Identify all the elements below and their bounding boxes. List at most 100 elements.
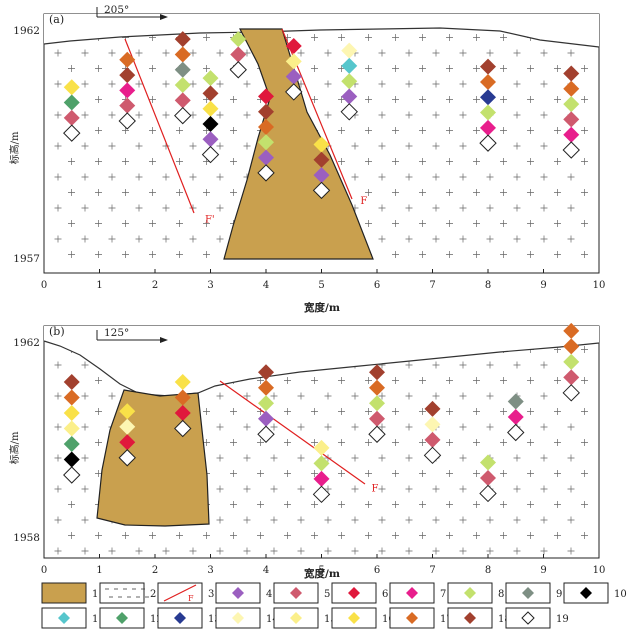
sample-diamond-c7 [563, 126, 580, 143]
rock-cross [338, 532, 345, 539]
rock-cross [54, 516, 62, 524]
legend-diamond [116, 612, 128, 624]
x-tick-label: 8 [485, 280, 491, 291]
rock-cross [203, 34, 210, 41]
rock-cross [392, 408, 399, 415]
rock-cross [243, 485, 251, 493]
legend-item-10: 10 [563, 582, 627, 604]
rock-cross [257, 532, 264, 539]
rock-cross [324, 111, 332, 119]
panel-a-samples [63, 31, 580, 200]
rock-cross [95, 65, 102, 72]
rock-cross [513, 204, 521, 212]
panel-a-fault-left [124, 38, 195, 214]
panel-b-ground-surface [43, 340, 600, 397]
sample-diamond-c5 [63, 109, 80, 126]
rock-cross [527, 189, 534, 196]
legend-item-18: 18 [447, 607, 511, 629]
sample-diamond-c16 [313, 136, 330, 153]
rock-cross [392, 377, 399, 384]
rock-cross [500, 532, 507, 539]
sample-diamond-c16 [174, 374, 191, 390]
rock-cross [270, 454, 278, 462]
rock-cross [540, 173, 548, 181]
sample-diamond-c17 [119, 51, 136, 68]
rock-cross [392, 189, 399, 196]
sample-diamond-c18 [119, 67, 136, 84]
rock-cross [365, 189, 372, 196]
rock-cross [297, 423, 305, 431]
legend-number: 5 [324, 589, 330, 600]
rock-cross [54, 235, 62, 243]
rock-cross [311, 96, 318, 103]
rock-cross [338, 96, 345, 103]
rock-cross [81, 204, 89, 212]
sample-diamond-c16 [119, 403, 136, 420]
sample-diamond-c4 [258, 410, 274, 427]
legend-diamond [174, 612, 186, 624]
rock-cross [486, 547, 494, 555]
rock-cross [297, 392, 305, 400]
x-tick-label: 7 [429, 565, 435, 576]
legend-pattern-mark [141, 588, 149, 598]
rock-cross [81, 142, 89, 150]
legend-diamond [232, 612, 244, 624]
rock-cross [527, 96, 534, 103]
sample-diamond-c5 [424, 431, 441, 448]
rock-cross [581, 470, 588, 477]
rock-cross [243, 516, 251, 524]
rock-cross [486, 235, 494, 243]
rock-cross [122, 189, 129, 196]
sample-diamond-c19 [174, 419, 192, 438]
x-tick-label: 7 [429, 280, 435, 291]
rock-cross [432, 142, 440, 150]
panel-b-fault-labels: F [371, 484, 378, 495]
sample-diamond-c17 [563, 338, 580, 355]
rock-cross [459, 547, 467, 555]
rock-cross [581, 377, 588, 384]
rock-cross [419, 377, 426, 384]
rock-cross [243, 111, 251, 119]
rock-cross [581, 251, 588, 258]
rock-cross [432, 361, 440, 369]
rock-cross [149, 158, 156, 165]
rock-cross [95, 251, 102, 258]
rock-cross [135, 204, 143, 212]
rock-cross [527, 65, 534, 72]
rock-cross [419, 501, 426, 508]
sample-diamond-c18 [480, 58, 496, 75]
rock-cross [446, 96, 453, 103]
rock-cross [108, 204, 116, 212]
rock-cross [108, 49, 116, 57]
rock-cross [95, 158, 102, 165]
rock-cross [473, 377, 480, 384]
rock-cross [419, 532, 426, 539]
sample-diamond-c10 [63, 451, 80, 468]
sample-diamond-c8 [313, 455, 330, 472]
rock-cross [203, 220, 210, 227]
rock-cross [81, 392, 89, 400]
legend-number: 7 [440, 589, 446, 600]
sample-diamond-c16 [63, 79, 80, 96]
rock-cross [500, 65, 507, 72]
rock-cross [540, 485, 548, 493]
rock-cross [257, 501, 264, 508]
x-tick-label: 5 [318, 565, 324, 576]
rock-cross [419, 127, 426, 134]
rock-cross [216, 485, 224, 493]
rock-cross [392, 158, 399, 165]
legend-swatch [41, 582, 87, 604]
sample-diamond-c6 [285, 38, 302, 55]
sample-diamond-c4 [341, 88, 358, 105]
rock-cross [297, 547, 305, 555]
legend-item-15: 15 [273, 607, 337, 629]
rock-cross [486, 173, 494, 181]
rock-cross [338, 127, 345, 134]
rock-cross [540, 235, 548, 243]
rock-cross [378, 111, 386, 119]
sample-diamond-c19 [257, 164, 275, 182]
rock-cross [446, 439, 453, 446]
rock-cross [459, 80, 467, 88]
rock-cross [81, 361, 89, 369]
rock-cross [108, 173, 116, 181]
